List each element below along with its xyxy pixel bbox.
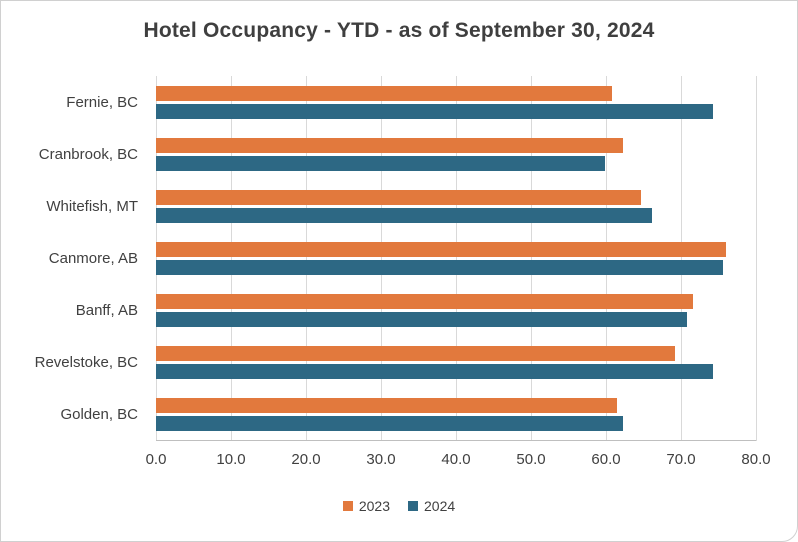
gridline bbox=[306, 76, 307, 441]
y-axis-labels: Fernie, BC Cranbrook, BC Whitefish, MT Canm… bbox=[1, 76, 148, 441]
bar-2023 bbox=[156, 189, 641, 205]
category-label: Canmore, AB bbox=[48, 249, 138, 267]
bar-group bbox=[156, 232, 756, 284]
bar-2023 bbox=[156, 398, 618, 414]
x-tick-label: 20.0 bbox=[291, 451, 321, 468]
plot-area bbox=[156, 76, 757, 441]
bar-2024 bbox=[156, 312, 687, 328]
bar-2024 bbox=[156, 103, 714, 119]
bar-group bbox=[156, 389, 756, 441]
x-tick-label: 80.0 bbox=[741, 451, 771, 468]
x-tick-label: 10.0 bbox=[216, 451, 246, 468]
bar-2023 bbox=[156, 137, 623, 153]
category-label: Cranbrook, BC bbox=[38, 145, 138, 163]
x-tick-label: 70.0 bbox=[666, 451, 696, 468]
gridline bbox=[381, 76, 382, 441]
gridline bbox=[531, 76, 532, 441]
bar-group bbox=[156, 76, 756, 128]
bar-group bbox=[156, 180, 756, 232]
category-label: Whitefish, MT bbox=[46, 197, 138, 215]
x-axis-line bbox=[156, 440, 756, 441]
gridline bbox=[156, 76, 157, 441]
bar-2023 bbox=[156, 85, 612, 101]
legend-label: 2024 bbox=[424, 498, 456, 514]
chart-title: Hotel Occupancy - YTD - as of September … bbox=[143, 19, 655, 42]
gridlines bbox=[156, 76, 757, 441]
bar-2024 bbox=[156, 259, 723, 275]
x-tick-label: 30.0 bbox=[366, 451, 396, 468]
gridline bbox=[681, 76, 682, 441]
legend-swatch-2023 bbox=[342, 501, 353, 511]
category-label: Fernie, BC bbox=[66, 93, 138, 111]
bar-2023 bbox=[156, 294, 693, 310]
x-tick-label: 0.0 bbox=[145, 451, 167, 468]
legend: 2023 2024 bbox=[1, 498, 797, 514]
gridline bbox=[606, 76, 607, 441]
bar-2023 bbox=[156, 241, 726, 257]
gridline bbox=[756, 76, 757, 441]
gridline bbox=[231, 76, 232, 441]
bar-2023 bbox=[156, 346, 675, 362]
x-tick-label: 60.0 bbox=[591, 451, 621, 468]
bar-rows bbox=[156, 76, 756, 441]
category-label: Golden, BC bbox=[60, 406, 138, 424]
legend-label: 2023 bbox=[358, 498, 390, 514]
x-tick-label: 40.0 bbox=[441, 451, 471, 468]
x-tick-label: 50.0 bbox=[516, 451, 546, 468]
category-label: Banff, AB bbox=[75, 302, 138, 320]
bar-2024 bbox=[156, 207, 652, 223]
bar-2024 bbox=[156, 364, 714, 380]
bar-2024 bbox=[156, 155, 606, 171]
category-label: Revelstoke, BC bbox=[34, 354, 138, 372]
legend-swatch-2024 bbox=[408, 501, 418, 511]
bar-group bbox=[156, 285, 756, 337]
gridline bbox=[456, 76, 457, 441]
legend-item-2024: 2024 bbox=[408, 498, 455, 514]
legend-item-2023: 2023 bbox=[342, 498, 390, 514]
bar-group bbox=[156, 128, 756, 180]
bar-2024 bbox=[156, 416, 624, 432]
bar-group bbox=[156, 337, 756, 389]
x-axis-tick-labels: 0.0 10.0 20.0 30.0 40.0 50.0 60.0 70.0 80.0 bbox=[146, 451, 771, 471]
